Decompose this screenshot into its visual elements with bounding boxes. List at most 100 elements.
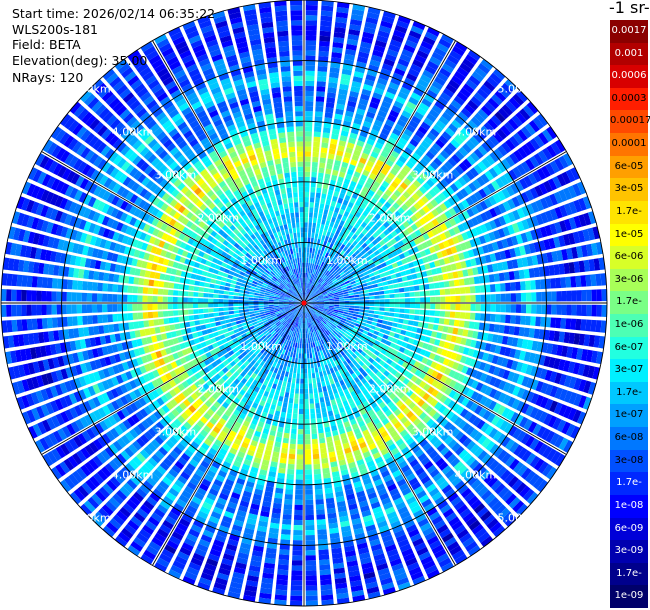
range-gate-cell (364, 274, 370, 280)
range-gate-cell (566, 304, 572, 316)
range-gate-cell (317, 284, 322, 289)
range-gate-cell (389, 298, 395, 303)
range-gate-cell (543, 180, 553, 193)
range-gate-cell (477, 145, 488, 156)
range-gate-cell (514, 349, 522, 360)
range-gate-cell (426, 132, 437, 142)
range-gate-cell (385, 275, 392, 281)
range-gate-cell (305, 10, 318, 16)
range-gate-cell (346, 317, 352, 321)
range-gate-cell (363, 309, 370, 313)
range-gate-cell (378, 332, 384, 338)
range-gate-cell (321, 457, 329, 464)
range-gate-cell (284, 498, 293, 505)
range-gate-cell (300, 368, 304, 374)
range-gate-cell (381, 193, 390, 201)
range-gate-cell (491, 334, 499, 343)
range-gate-cell (315, 282, 320, 288)
range-gate-cell (283, 509, 292, 515)
range-gate-cell (283, 396, 289, 403)
range-gate-cell (380, 20, 393, 29)
range-gate-cell (381, 128, 391, 137)
range-gate-cell (567, 407, 577, 421)
range-gate-cell (313, 304, 320, 306)
range-gate-cell (396, 172, 405, 181)
range-gate-cell (389, 109, 400, 118)
range-gate-cell (324, 173, 331, 180)
range-gate-cell (492, 68, 506, 81)
range-gate-cell (318, 55, 329, 62)
range-gate-cell (322, 386, 327, 392)
range-gate-cell (382, 334, 389, 340)
range-gate-cell (499, 314, 506, 323)
range-gate-cell (494, 90, 507, 102)
range-gate-cell (544, 224, 553, 237)
range-gate-cell (460, 337, 467, 346)
range-gate-cell (329, 179, 336, 186)
range-gate-cell (306, 294, 311, 300)
range-gate-cell (473, 164, 483, 175)
range-gate-cell (328, 296, 334, 299)
range-gate-cell (376, 137, 386, 146)
range-gate-cell (314, 259, 318, 265)
range-gate-cell (308, 273, 311, 279)
range-gate-cell (368, 220, 375, 228)
range-gate-cell (291, 357, 295, 363)
range-gate-cell (272, 502, 282, 509)
range-gate-cell (309, 388, 313, 394)
range-gate-cell (358, 178, 366, 186)
range-gate-cell (327, 290, 333, 294)
range-gate-cell (466, 219, 475, 229)
range-gate-cell (318, 295, 324, 299)
range-gate-cell (506, 260, 514, 270)
range-gate-cell (568, 332, 576, 345)
range-gate-cell (508, 97, 521, 110)
range-gate-cell (530, 393, 540, 405)
range-gate-cell (305, 116, 313, 122)
range-gate-cell (298, 332, 301, 339)
range-gate-cell (324, 112, 333, 119)
range-gate-cell (308, 299, 314, 302)
range-gate-cell (493, 378, 502, 389)
range-gate-cell (355, 211, 362, 218)
range-gate-cell (581, 304, 587, 317)
range-gate-cell (420, 121, 431, 131)
range-gate-cell (359, 306, 365, 309)
range-gate-cell (372, 318, 378, 323)
range-gate-cell (336, 260, 341, 266)
range-gate-cell (390, 327, 397, 333)
range-gate-cell (546, 343, 554, 354)
range-gate-cell (327, 373, 333, 380)
range-gate-cell (327, 310, 333, 314)
range-gate-cell (445, 264, 452, 272)
range-gate-cell (321, 0, 334, 7)
range-gate-cell (305, 323, 307, 329)
range-gate-cell (509, 135, 520, 148)
range-gate-cell (290, 387, 295, 394)
range-gate-cell (480, 105, 493, 117)
range-gate-cell (398, 137, 408, 146)
range-gate-cell (304, 373, 308, 379)
range-gate-cell (518, 245, 526, 256)
range-gate-cell (314, 301, 320, 303)
range-gate-cell (462, 269, 469, 277)
range-gate-cell (301, 328, 303, 334)
range-gate-cell (401, 324, 408, 330)
range-gate-cell (470, 258, 477, 267)
range-gate-cell (326, 92, 336, 99)
range-gate-cell (455, 191, 465, 201)
range-gate-cell (318, 50, 329, 57)
range-gate-cell (281, 406, 287, 413)
range-gate-cell (290, 585, 303, 591)
range-gate-cell (430, 198, 439, 208)
range-gate-cell (418, 226, 427, 235)
range-gate-cell (345, 235, 352, 242)
range-gate-cell (349, 305, 355, 308)
range-gate-cell (417, 258, 424, 265)
range-gate-cell (365, 74, 376, 82)
range-gate-cell (320, 447, 327, 454)
range-gate-cell (321, 137, 330, 144)
range-gate-cell (319, 559, 330, 566)
range-gate-cell (350, 321, 356, 326)
range-gate-cell (321, 193, 327, 200)
